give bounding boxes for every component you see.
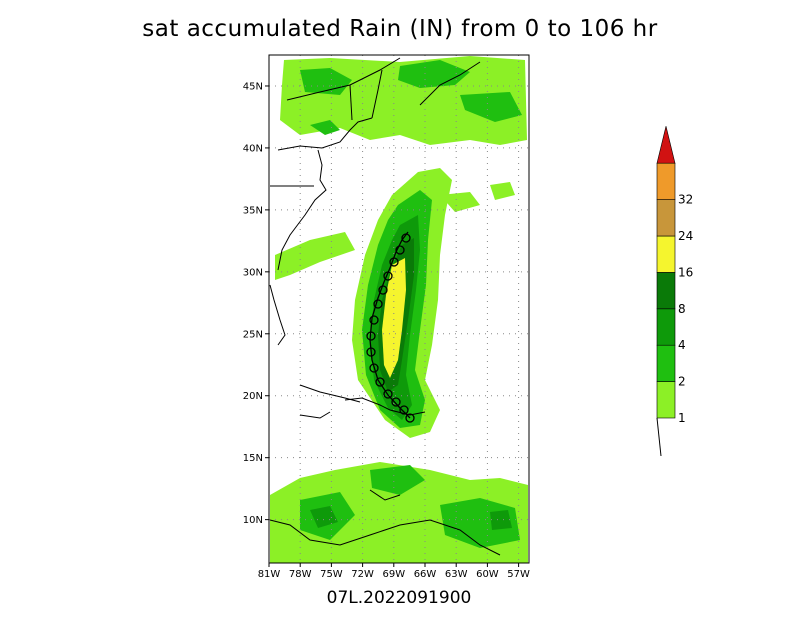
colorbar-level-label: 4: [678, 338, 686, 352]
lon-tick-label: 72W: [351, 569, 374, 580]
colorbar-level-label: 16: [678, 265, 693, 279]
colorbar-segment: [656, 162, 676, 200]
lat-tick-label: 20N: [243, 391, 263, 402]
colorbar-segment: [656, 235, 676, 273]
lat-tick-label: 25N: [243, 329, 263, 340]
colorbar-level-label: 2: [678, 375, 686, 389]
lon-tick-label: 81W: [258, 569, 281, 580]
colorbar-level-label: 24: [678, 229, 693, 243]
map-frame: [268, 54, 530, 564]
longitude-axis: 81W 78W 75W 72W 69W 66W 63W 60W 57W: [258, 563, 530, 580]
map-title: sat accumulated Rain (IN) from 0 to 106 …: [142, 16, 658, 42]
colorbar-segment: [656, 308, 676, 346]
colorbar-segment: [656, 381, 676, 419]
colorbar-level-label: 32: [678, 193, 693, 207]
lon-tick-label: 66W: [414, 569, 437, 580]
lon-tick-label: 63W: [445, 569, 468, 580]
colorbar-level-label: 8: [678, 302, 686, 316]
lon-tick-label: 60W: [476, 569, 499, 580]
colorbar-max-triangle: [656, 126, 676, 164]
colorbar-min-tail: [656, 417, 662, 457]
lat-tick-label: 10N: [243, 515, 263, 526]
latitude-axis: 45N 40N 35N 30N 25N 20N 15N 10N: [243, 81, 269, 526]
run-id-label: 07L.2022091900: [326, 588, 472, 608]
colorbar-segment: [656, 344, 676, 382]
colorbar-segment: [656, 199, 676, 237]
lon-tick-label: 78W: [289, 569, 312, 580]
lat-tick-label: 40N: [243, 143, 263, 154]
colorbar-level-label: 1: [678, 411, 686, 425]
lon-tick-label: 57W: [507, 569, 530, 580]
lat-tick-label: 35N: [243, 205, 263, 216]
storm-track: [366, 231, 415, 423]
lat-tick-label: 15N: [243, 453, 263, 464]
lon-tick-label: 75W: [320, 569, 343, 580]
lat-tick-label: 45N: [243, 81, 263, 92]
lat-tick-label: 30N: [243, 267, 263, 278]
rain-field: [270, 56, 528, 563]
colorbar-segment: [656, 272, 676, 310]
lon-tick-label: 69W: [382, 569, 405, 580]
